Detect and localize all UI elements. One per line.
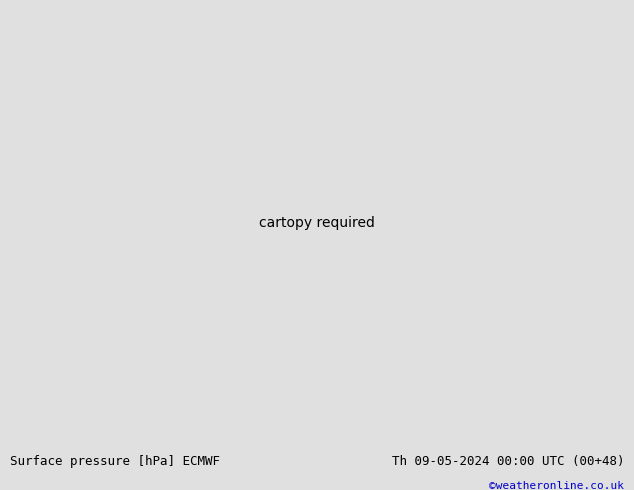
Text: ©weatheronline.co.uk: ©weatheronline.co.uk	[489, 481, 624, 490]
Text: cartopy required: cartopy required	[259, 216, 375, 230]
Text: Th 09-05-2024 00:00 UTC (00+48): Th 09-05-2024 00:00 UTC (00+48)	[392, 455, 624, 468]
Text: Surface pressure [hPa] ECMWF: Surface pressure [hPa] ECMWF	[10, 455, 219, 468]
